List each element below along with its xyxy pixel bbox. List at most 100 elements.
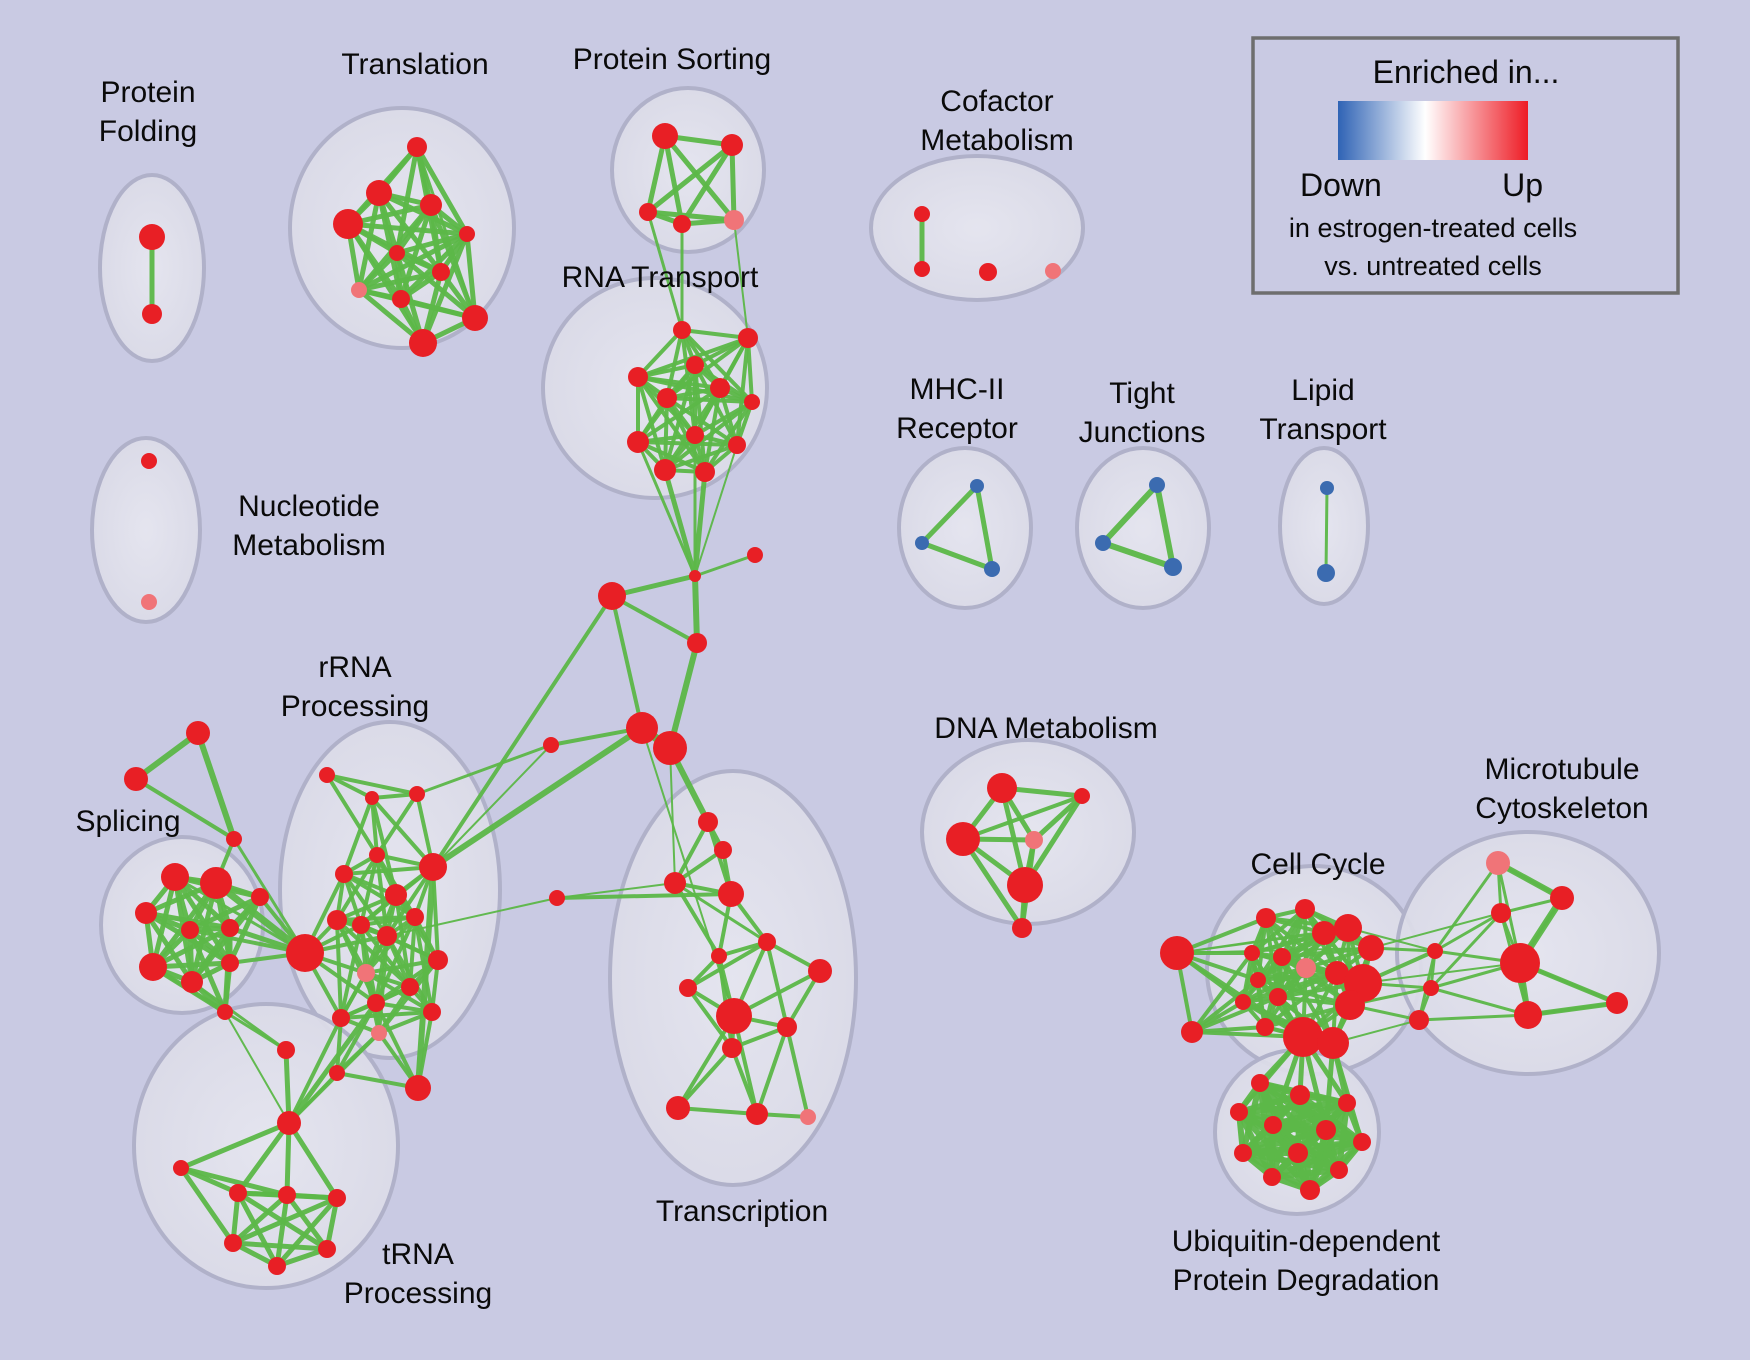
microtubule-cytoskeleton-node-4[interactable]: [1500, 943, 1540, 983]
connectors-node-1[interactable]: [747, 547, 763, 563]
connectors-node-0[interactable]: [689, 570, 701, 582]
protein-sorting-node-1[interactable]: [721, 134, 743, 156]
cell-cycle-node-10[interactable]: [1325, 961, 1349, 985]
ubiquitin-degradation-node-7[interactable]: [1234, 1144, 1252, 1162]
trna-processing-node-4[interactable]: [278, 1186, 296, 1204]
translation-node-2[interactable]: [420, 194, 442, 216]
trna-processing-node-0[interactable]: [277, 1041, 295, 1059]
rrna-processing-node-9[interactable]: [352, 916, 370, 934]
transcription-node-11[interactable]: [722, 1038, 742, 1058]
microtubule-cytoskeleton-node-8[interactable]: [1409, 1010, 1429, 1030]
splicing-node-0[interactable]: [161, 863, 189, 891]
transcription-node-2[interactable]: [714, 841, 732, 859]
nucleotide-metabolism-node-1[interactable]: [141, 594, 157, 610]
rrna-processing-node-5[interactable]: [335, 865, 353, 883]
cell-cycle-node-13[interactable]: [1250, 972, 1266, 988]
cell-cycle-node-5[interactable]: [1334, 914, 1362, 942]
microtubule-cytoskeleton-node-3[interactable]: [1427, 943, 1443, 959]
rrna-processing-node-20[interactable]: [405, 1075, 431, 1101]
splicing-node-2[interactable]: [135, 902, 157, 924]
protein-sorting-node-3[interactable]: [673, 215, 691, 233]
rrna-processing-node-8[interactable]: [327, 910, 347, 930]
translation-node-1[interactable]: [366, 180, 392, 206]
translation-node-6[interactable]: [432, 263, 450, 281]
splicing-node-4[interactable]: [221, 919, 239, 937]
translation-node-3[interactable]: [333, 209, 363, 239]
rna-transport-node-11[interactable]: [695, 462, 715, 482]
rrna-processing-node-13[interactable]: [401, 978, 419, 996]
protein-folding-node-0[interactable]: [139, 224, 165, 250]
rna-transport-node-2[interactable]: [686, 356, 704, 374]
rrna-processing-node-18[interactable]: [286, 934, 324, 972]
splicing-node-9[interactable]: [217, 1004, 233, 1020]
cell-cycle-node-14[interactable]: [1235, 994, 1251, 1010]
rrna-processing-node-1[interactable]: [365, 791, 379, 805]
lipid-transport-node-0[interactable]: [1320, 481, 1334, 495]
translation-node-5[interactable]: [389, 245, 405, 261]
ubiquitin-degradation-node-3[interactable]: [1230, 1103, 1248, 1121]
protein-sorting-node-2[interactable]: [639, 203, 657, 221]
rrna-processing-node-3[interactable]: [369, 847, 385, 863]
mhc-ii-receptor-node-0[interactable]: [970, 479, 984, 493]
lipid-transport-node-1[interactable]: [1317, 564, 1335, 582]
dna-metabolism-node-3[interactable]: [1025, 831, 1043, 849]
rna-transport-node-1[interactable]: [738, 328, 758, 348]
cofactor-metabolism-node-0[interactable]: [914, 206, 930, 222]
cofactor-metabolism-node-1[interactable]: [914, 261, 930, 277]
mhc-ii-receptor-node-2[interactable]: [984, 561, 1000, 577]
cell-cycle-node-1[interactable]: [1181, 1021, 1203, 1043]
transcription-node-8[interactable]: [679, 979, 697, 997]
tight-junctions-node-1[interactable]: [1095, 535, 1111, 551]
dna-metabolism-node-5[interactable]: [1012, 918, 1032, 938]
splicing-node-1[interactable]: [200, 867, 232, 899]
cell-cycle-node-6[interactable]: [1358, 935, 1384, 961]
translation-node-0[interactable]: [407, 137, 427, 157]
splicing-node-7[interactable]: [221, 954, 239, 972]
rrna-processing-node-6[interactable]: [385, 884, 407, 906]
trna-processing-node-1[interactable]: [277, 1111, 301, 1135]
translation-node-8[interactable]: [392, 290, 410, 308]
connectors-node-5[interactable]: [653, 731, 687, 765]
rrna-processing-node-17[interactable]: [371, 1025, 387, 1041]
trna-processing-node-7[interactable]: [318, 1240, 336, 1258]
transcription-node-0[interactable]: [549, 890, 565, 906]
ubiquitin-degradation-node-0[interactable]: [1251, 1074, 1269, 1092]
splicing-triangle-node-1[interactable]: [124, 767, 148, 791]
microtubule-cytoskeleton-node-7[interactable]: [1606, 992, 1628, 1014]
dna-metabolism-node-1[interactable]: [1074, 788, 1090, 804]
microtubule-cytoskeleton-node-0[interactable]: [1486, 851, 1510, 875]
transcription-node-1[interactable]: [698, 812, 718, 832]
connectors-node-2[interactable]: [598, 582, 626, 610]
rrna-processing-node-15[interactable]: [423, 1003, 441, 1021]
rrna-processing-node-4[interactable]: [419, 853, 447, 881]
ubiquitin-degradation-node-4[interactable]: [1264, 1116, 1282, 1134]
ubiquitin-degradation-node-8[interactable]: [1288, 1143, 1308, 1163]
ubiquitin-degradation-node-1[interactable]: [1290, 1085, 1310, 1105]
rrna-processing-node-11[interactable]: [428, 950, 448, 970]
rna-transport-node-10[interactable]: [654, 459, 676, 481]
rrna-processing-node-16[interactable]: [332, 1009, 350, 1027]
cell-cycle-node-3[interactable]: [1295, 899, 1315, 919]
rrna-processing-node-14[interactable]: [367, 994, 385, 1012]
splicing-node-6[interactable]: [139, 953, 167, 981]
cell-cycle-node-8[interactable]: [1273, 948, 1291, 966]
rna-transport-node-8[interactable]: [686, 426, 704, 444]
rna-transport-node-3[interactable]: [628, 367, 648, 387]
rrna-processing-node-2[interactable]: [409, 786, 425, 802]
splicing-triangle-node-2[interactable]: [226, 831, 242, 847]
transcription-node-5[interactable]: [758, 933, 776, 951]
transcription-node-14[interactable]: [800, 1109, 816, 1125]
rrna-processing-node-0[interactable]: [319, 767, 335, 783]
mhc-ii-receptor-node-1[interactable]: [915, 536, 929, 550]
tight-junctions-node-0[interactable]: [1149, 477, 1165, 493]
trna-processing-node-3[interactable]: [229, 1184, 247, 1202]
trna-processing-node-5[interactable]: [328, 1189, 346, 1207]
ubiquitin-degradation-node-6[interactable]: [1353, 1133, 1371, 1151]
cell-cycle-node-7[interactable]: [1244, 945, 1260, 961]
cell-cycle-node-2[interactable]: [1256, 908, 1276, 928]
transcription-node-13[interactable]: [746, 1103, 768, 1125]
trna-processing-node-8[interactable]: [268, 1257, 286, 1275]
transcription-node-9[interactable]: [716, 998, 752, 1034]
ubiquitin-degradation-node-5[interactable]: [1316, 1120, 1336, 1140]
rna-transport-node-0[interactable]: [673, 321, 691, 339]
